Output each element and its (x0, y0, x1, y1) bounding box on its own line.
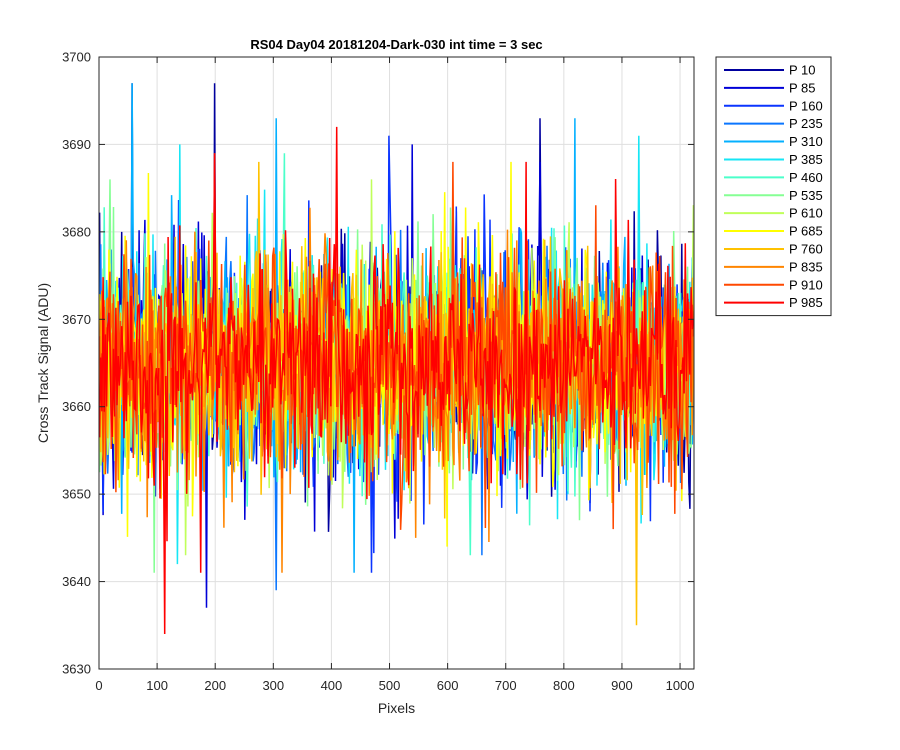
x-tick-label: 600 (437, 678, 459, 693)
y-tick-label: 3700 (62, 50, 91, 65)
x-tick-label: 0 (95, 678, 102, 693)
y-tick-label: 3640 (62, 574, 91, 589)
legend-label: P 160 (789, 98, 823, 113)
legend-label: P 10 (789, 62, 816, 77)
series-line (98, 179, 695, 573)
y-tick-label: 3690 (62, 137, 91, 152)
y-tick-labels: 3630 3640 3650 3660 3670 3680 3690 3700 (62, 50, 91, 677)
y-tick-label: 3680 (62, 224, 91, 239)
x-tick-labels: 0 100 200 300 400 500 600 700 800 900 1000 (95, 678, 694, 693)
legend-box (715, 56, 832, 317)
legend-label: P 460 (789, 170, 823, 185)
legend-label: P 685 (789, 224, 823, 239)
legend-label: P 760 (789, 241, 823, 256)
y-tick-label: 3660 (62, 399, 91, 414)
legend-label: P 535 (789, 188, 823, 203)
legend-label: P 235 (789, 116, 823, 131)
x-tick-label: 300 (262, 678, 284, 693)
legend: P 10 P 85 P 160 P 235 P 310 P 385 P 460 P 535 P … (715, 56, 832, 317)
y-tick-label: 3630 (62, 662, 91, 677)
x-tick-label: 400 (321, 678, 343, 693)
legend-items: P 10 P 85 P 160 P 235 P 310 P 385 P 460 P 535 P … (724, 62, 823, 310)
legend-label: P 310 (789, 134, 823, 149)
y-tick-label: 3670 (62, 312, 91, 327)
axes-box (98, 56, 695, 670)
legend-label: P 385 (789, 152, 823, 167)
x-tick-label: 200 (204, 678, 226, 693)
legend-label: P 610 (789, 206, 823, 221)
x-axis-label: Pixels (378, 700, 415, 716)
legend-label: P 85 (789, 80, 816, 95)
x-tick-label: 900 (611, 678, 633, 693)
x-tick-label: 500 (379, 678, 401, 693)
x-tick-label: 700 (495, 678, 517, 693)
tick-marks (98, 56, 694, 670)
y-tick-label: 3650 (62, 487, 91, 502)
x-tick-label: 1000 (666, 678, 695, 693)
legend-label: P 835 (789, 259, 823, 274)
x-tick-label: 800 (553, 678, 575, 693)
y-axis-label: Cross Track Signal (ADU) (35, 283, 51, 443)
legend-label: P 910 (789, 277, 823, 292)
series-lines (98, 83, 695, 635)
legend-label: P 985 (789, 295, 823, 310)
chart-title: RS04 Day04 20181204-Dark-030 int time = … (250, 37, 542, 52)
x-tick-label: 100 (146, 678, 168, 693)
series-line (98, 126, 695, 635)
